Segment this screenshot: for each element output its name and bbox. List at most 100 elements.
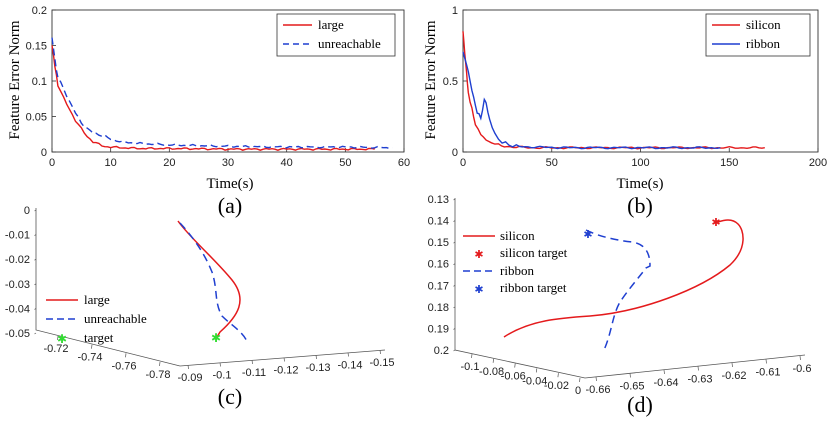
pa-ytick-label: 0.1 xyxy=(32,76,47,88)
legend-label-ribbon-target: ribbon target xyxy=(500,280,567,295)
pa-xtick-label: 10 xyxy=(105,157,117,169)
pc-y-tick-mark xyxy=(284,358,285,362)
pc-y-tick-mark xyxy=(380,350,381,354)
legend-label-unreachable: unreachable xyxy=(318,36,381,51)
pc-y-tick-mark xyxy=(188,365,189,369)
pd-y-tick-mark xyxy=(596,377,597,381)
pa-ytick-label: 0 xyxy=(41,147,47,159)
legend-label-large: large xyxy=(318,17,344,32)
panel-c-caption: (c) xyxy=(218,384,242,409)
pd-x-tick-mark xyxy=(536,368,537,372)
pc-y-tick-label: -0.13 xyxy=(305,362,330,374)
pb-ytick-label: 0.5 xyxy=(443,76,458,88)
panel-d-legend: silicon ✱ silicon target ribbon ✱ ribbon… xyxy=(463,228,568,296)
pc-y-tick-mark xyxy=(252,360,253,364)
panel-a-caption: (a) xyxy=(218,193,242,218)
legend-label-silicon: silicon xyxy=(746,17,781,32)
pc-z-tick-label: -0.05 xyxy=(5,328,30,340)
pd-z-tick-mark xyxy=(454,350,456,351)
pc-x-tick-label: -0.74 xyxy=(77,352,102,364)
pa-xtick-label: 50 xyxy=(339,157,351,169)
panel-b-legend: silicon ribbon xyxy=(706,14,810,56)
pd-y-tick-label: -0.61 xyxy=(755,367,780,379)
pb-xtick-label: 50 xyxy=(546,157,558,169)
trajectory-ribbon xyxy=(586,230,650,350)
panel-c-legend: large unreachable ✱ target xyxy=(46,292,147,346)
legend-label-silicon-3d: silicon xyxy=(500,228,535,243)
pd-y-tick-label: -0.62 xyxy=(721,370,746,382)
panel-a-ylabel: Feature Error Norm xyxy=(7,20,23,139)
pc-z-tick-label: -0.03 xyxy=(5,279,30,291)
pd-z-tick-label: 0.16 xyxy=(428,259,449,271)
pa-xtick-label: 40 xyxy=(281,157,293,169)
pd-x-tick-label: 0 xyxy=(575,385,581,397)
pc-y-tick-label: -0.09 xyxy=(177,372,202,384)
legend-marker-ribbon-target: ✱ xyxy=(474,283,483,296)
pd-z-tick-label: 0.15 xyxy=(428,237,449,249)
trajectory-large xyxy=(178,221,240,337)
legend-marker-silicon-target: ✱ xyxy=(474,248,483,261)
pd-y-tick-mark xyxy=(800,356,801,360)
pd-z-tick-label: 0.19 xyxy=(428,323,449,335)
panel-a: 0 10 20 30 40 50 60 0 0.05 0.1 0.15 0.2 Feature Err… xyxy=(7,5,410,218)
legend-label-target: target xyxy=(84,330,114,345)
pd-y-tick-label: -0.6 xyxy=(793,363,812,375)
pc-z-tick-mark xyxy=(35,333,37,334)
legend-label-ribbon-3d: ribbon xyxy=(500,263,534,278)
pd-y-tick-label: -0.66 xyxy=(585,384,610,396)
pc-y-tick-label: -0.15 xyxy=(369,357,394,369)
pa-ytick-label: 0.15 xyxy=(26,41,47,53)
panel-c-series: ✱ xyxy=(178,221,248,345)
pb-ytick-label: 0 xyxy=(452,147,458,159)
pd-y-tick-label: -0.63 xyxy=(687,374,712,386)
pc-z-tick-label: -0.01 xyxy=(5,230,30,242)
pa-series-large xyxy=(52,46,375,151)
pd-z-tick-label: 0.2 xyxy=(434,345,449,357)
pc-y-tick-mark xyxy=(220,363,221,367)
target-marker-green: ✱ xyxy=(211,331,221,345)
panel-b-caption: (b) xyxy=(627,193,653,218)
pd-z-tick-label: 0.14 xyxy=(428,216,449,228)
pc-y-tick-label: -0.1 xyxy=(213,370,232,382)
pd-y-tick-mark xyxy=(732,363,733,367)
pb-xtick-label: 100 xyxy=(631,157,649,169)
trajectory-silicon xyxy=(504,220,743,337)
pd-x-tick-mark xyxy=(580,378,581,382)
legend-label-large-3d: large xyxy=(84,292,110,307)
pc-x-tick-mark xyxy=(92,345,93,349)
pd-y-tick-label: -0.65 xyxy=(619,381,644,393)
pb-series-ribbon xyxy=(463,52,720,149)
pd-x-tick-mark xyxy=(515,364,516,368)
panel-d: 0.13 0.14 0.15 0.16 0.17 0.18 0.19 0.2 -0.1 -0.08… xyxy=(428,194,812,417)
pa-ytick-label: 0.2 xyxy=(32,5,47,17)
panel-b-ylabel: Feature Error Norm xyxy=(423,20,439,139)
pa-xtick-label: 60 xyxy=(398,157,410,169)
figure: 0 10 20 30 40 50 6000.050.10.150.2 Feature Err… xyxy=(0,0,830,433)
pd-y-tick-mark xyxy=(698,367,699,371)
pc-x-tick-label: -0.78 xyxy=(145,369,170,381)
pb-ytick-label: 1 xyxy=(452,5,458,17)
pd-y-tick-mark xyxy=(766,360,767,364)
pd-y-tick-label: -0.64 xyxy=(653,377,678,389)
legend-label-silicon-target: silicon target xyxy=(500,245,568,260)
legend-label-unreachable-3d: unreachable xyxy=(84,311,147,326)
pd-x-tick-mark xyxy=(472,354,473,358)
legend-marker-target: ✱ xyxy=(57,332,67,346)
panel-a-xlabel: Time(s) xyxy=(207,176,254,192)
pd-x-tick-mark xyxy=(558,373,559,377)
pa-ytick-label: 0.05 xyxy=(26,112,47,124)
pc-x-tick-label: -0.76 xyxy=(111,360,136,372)
panel-a-legend: large unreachable xyxy=(277,14,395,56)
pc-y-tick-label: -0.12 xyxy=(273,365,298,377)
pc-z-tick-label: -0.02 xyxy=(5,254,30,266)
panel-d-caption: (d) xyxy=(627,392,653,417)
panel-c-ticks: 0 -0.01 -0.02 -0.03 -0.04 -0.05 -0.72 -0.74 -0.7… xyxy=(5,205,395,384)
panel-b-xlabel: Time(s) xyxy=(617,176,664,192)
pa-xtick-label: 20 xyxy=(163,157,175,169)
legend-label-ribbon: ribbon xyxy=(746,36,780,51)
silicon-target-marker: ✱ xyxy=(711,216,720,229)
trajectory-unreachable xyxy=(180,223,248,344)
pc-x-tick-mark xyxy=(160,362,161,366)
pd-z-tick-label: 0.13 xyxy=(428,194,449,206)
pc-y-tick-mark xyxy=(348,353,349,357)
